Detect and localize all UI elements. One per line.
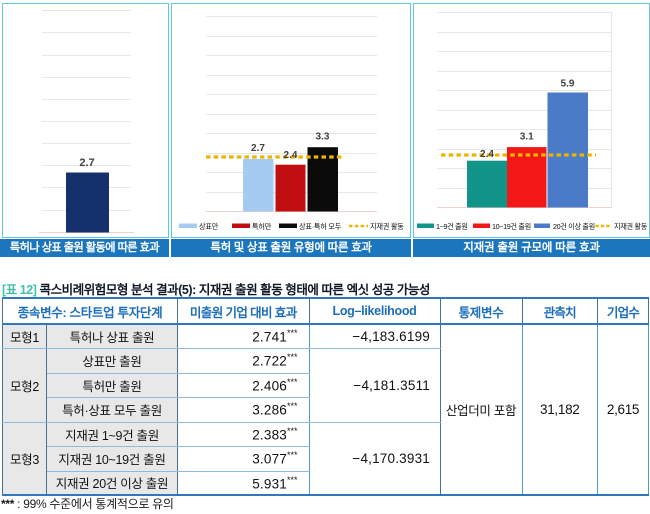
svg-text:3.3: 3.3 — [316, 132, 330, 143]
svg-text:10~19건 출원: 10~19건 출원 — [492, 222, 531, 231]
svg-text:2.4: 2.4 — [480, 149, 494, 160]
svg-text:1~9건 출원: 1~9건 출원 — [436, 222, 468, 231]
svg-text:3.1: 3.1 — [520, 132, 534, 143]
svg-text:상표·특허 모두: 상표·특허 모두 — [299, 222, 342, 231]
svg-text:2.4: 2.4 — [284, 150, 298, 161]
svg-text:지재권 활동: 지재권 활동 — [614, 222, 648, 231]
svg-text:지재권 활동: 지재권 활동 — [370, 222, 404, 231]
svg-text:2.7: 2.7 — [79, 157, 94, 169]
svg-text:상표만: 상표만 — [199, 222, 219, 231]
svg-text:2.7: 2.7 — [251, 143, 265, 154]
svg-text:5.9: 5.9 — [561, 79, 575, 90]
svg-text:20건 이상 출원: 20건 이상 출원 — [553, 222, 595, 231]
svg-text:특허만: 특허만 — [252, 222, 272, 231]
